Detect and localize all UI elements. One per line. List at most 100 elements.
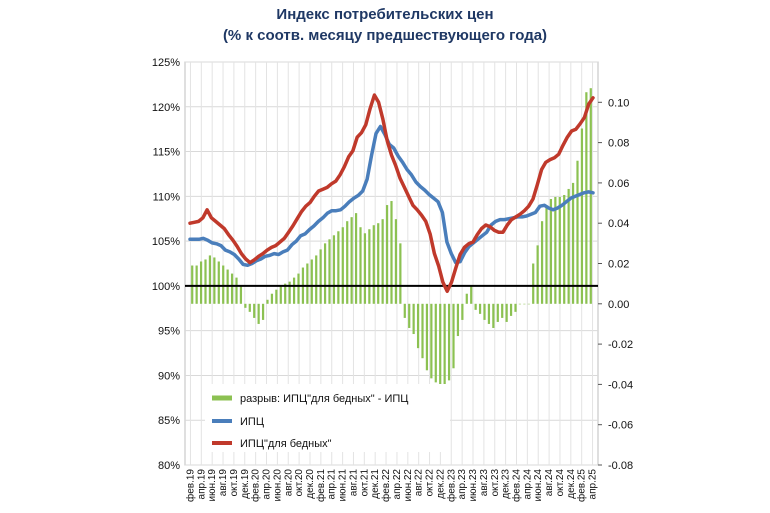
gap-bar (478, 303, 482, 314)
gap-bar (385, 205, 389, 304)
x-tick-label: окт.19 (229, 469, 240, 497)
left-axis-ticks: 80% 85% 90% 95% 100% 105% 110% 115% 120% 125% (152, 57, 180, 472)
x-tick-label: фев.22 (380, 469, 392, 502)
x-tick-label: авг.22 (414, 469, 425, 497)
x-tick-label: дек.21 (370, 469, 381, 499)
x-tick-label: апр.23 (457, 469, 468, 500)
x-tick-label: апр.20 (262, 469, 273, 500)
x-tick-label: дек.23 (501, 469, 512, 499)
gap-bar (527, 303, 530, 305)
gap-bar (571, 182, 575, 304)
gap-bar (261, 303, 265, 320)
gap-bar (580, 128, 584, 304)
gap-bar (239, 285, 243, 304)
legend-box (205, 384, 450, 452)
gap-bar (230, 273, 234, 304)
y-right-tick-label: -0.06 (608, 420, 633, 432)
gap-bar (540, 221, 544, 304)
x-tick-label: июн.23 (468, 469, 479, 502)
x-tick-label: дек.22 (435, 469, 446, 499)
y-right-tick-label: -0.04 (608, 379, 633, 391)
gap-bar (195, 265, 198, 304)
gap-bar (554, 197, 557, 304)
gap-bar (315, 255, 318, 304)
gap-bars (191, 88, 592, 387)
y-left-tick-label: 105% (152, 236, 180, 248)
gap-bar (279, 285, 282, 304)
gap-bar (412, 303, 415, 335)
gap-bar (257, 303, 260, 324)
y-left-tick-label: 85% (158, 415, 180, 427)
gap-bar (563, 194, 566, 304)
gap-bar (217, 261, 220, 304)
x-tick-label: фев.20 (250, 469, 262, 502)
gap-bar (589, 88, 592, 304)
gap-bar (363, 233, 367, 304)
x-tick-label: окт.22 (425, 469, 436, 497)
x-tick-label: авг.24 (544, 469, 555, 497)
x-tick-label: фев.21 (315, 469, 327, 502)
gap-bar (306, 263, 309, 304)
x-tick-label: авг.19 (218, 469, 229, 497)
chart-title: Индекс потребительских цен (276, 6, 494, 23)
gap-bar (434, 303, 437, 383)
chart-subtitle: (% к соотв. месяцу предшествующего года) (222, 27, 548, 44)
x-tick-label: дек.24 (566, 469, 577, 499)
x-tick-label: апр.19 (196, 469, 207, 500)
x-tick-label: фев.25 (576, 469, 588, 502)
x-tick-label: окт.24 (555, 469, 566, 497)
x-tick-label: окт.23 (490, 469, 501, 497)
gap-bar (199, 261, 203, 304)
gap-bar (501, 303, 504, 318)
gap-bar (496, 303, 499, 322)
gap-bar (253, 303, 256, 318)
gap-bar (492, 303, 495, 328)
gap-bar (416, 303, 420, 349)
gap-bar (576, 160, 579, 304)
gap-bar (377, 223, 380, 304)
y-right-tick-label: -0.08 (608, 460, 633, 472)
cpi-line (188, 124, 595, 268)
legend-label-gap: разрыв: ИПЦ"для бедных" - ИПЦ (240, 393, 408, 405)
gap-bar (394, 219, 398, 304)
x-tick-label: фев.23 (445, 469, 457, 502)
gap-bar (354, 213, 358, 304)
gap-bar (474, 303, 477, 310)
gap-bar (368, 229, 371, 304)
gap-bar (191, 265, 194, 304)
gap-bar (319, 249, 322, 304)
gap-bar (270, 293, 274, 304)
x-tick-label: апр.24 (522, 469, 533, 500)
x-tick-label: апр.25 (588, 469, 599, 500)
gap-bar (297, 273, 300, 304)
gap-bar (292, 277, 296, 304)
gap-bar (567, 188, 570, 304)
gap-bar (288, 281, 291, 304)
gap-bar (284, 283, 287, 304)
x-tick-label: апр.21 (327, 469, 338, 500)
y-left-tick-label: 95% (158, 326, 180, 338)
y-left-tick-label: 100% (152, 281, 180, 293)
y-left-tick-label: 115% (153, 147, 181, 159)
gap-bar (425, 303, 429, 371)
gap-bar (359, 227, 362, 304)
x-tick-label: июн.20 (272, 469, 283, 502)
gap-bar (213, 257, 216, 304)
x-tick-label: фев.19 (184, 469, 196, 502)
gap-bar (514, 303, 517, 312)
gap-bar (549, 199, 553, 304)
gap-bar (461, 303, 464, 320)
x-tick-label: июн.24 (533, 469, 544, 502)
gap-bar (403, 303, 406, 318)
gap-bar (509, 303, 513, 316)
gap-bar (248, 303, 251, 312)
gap-bar (244, 303, 247, 308)
gap-bar (408, 303, 411, 328)
legend-label-poor: ИПЦ"для бедных" (240, 438, 332, 450)
gap-bar (310, 259, 313, 304)
x-tick-label: июн.19 (207, 469, 218, 502)
y-left-tick-label: 110% (153, 191, 181, 203)
y-left-tick-label: 80% (158, 460, 180, 472)
x-tick-label: авг.20 (283, 469, 294, 497)
gap-bar (372, 225, 375, 304)
